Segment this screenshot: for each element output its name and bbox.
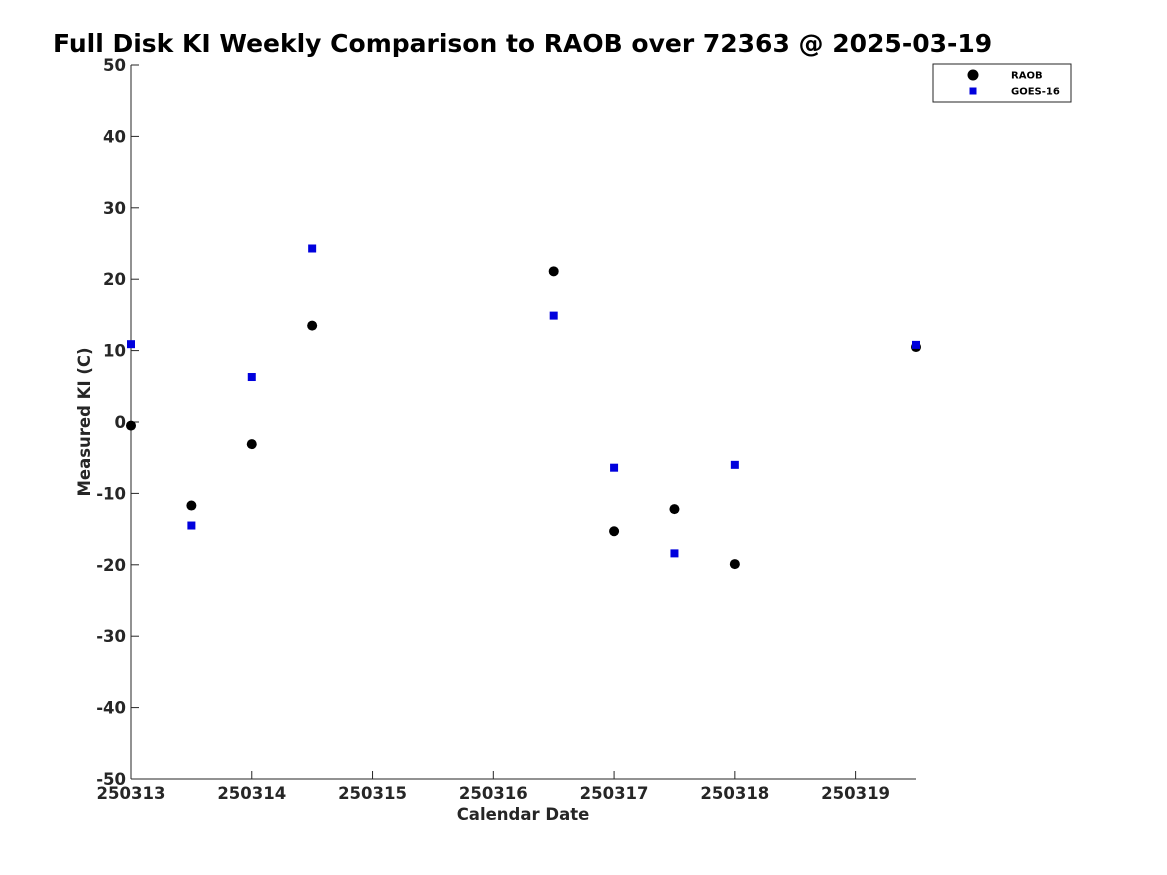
- raob-point: [126, 420, 136, 431]
- y-tick-label: 10: [103, 342, 126, 361]
- y-tick-label: -50: [96, 770, 126, 789]
- raob-point: [729, 559, 740, 570]
- raob-point: [669, 504, 680, 515]
- y-tick-label: 40: [103, 127, 126, 146]
- goes16-point: [912, 340, 920, 349]
- goes16-point: [670, 549, 679, 558]
- x-tick-label: 250316: [459, 784, 528, 803]
- data-points: [126, 244, 921, 570]
- x-tick-label: 250317: [580, 784, 649, 803]
- x-tick-label: 250314: [217, 784, 286, 803]
- y-tick-label: 20: [103, 270, 126, 289]
- legend-label: RAOB: [1011, 71, 1043, 82]
- legend-goes16-marker: [969, 87, 977, 95]
- goes16-point: [308, 244, 317, 253]
- chart-title: Full Disk KI Weekly Comparison to RAOB o…: [53, 29, 992, 58]
- raob-point: [307, 320, 318, 331]
- x-tick-label: 250313: [97, 784, 166, 803]
- x-axis-label: Calendar Date: [457, 805, 590, 824]
- legend: RAOB GOES-16: [932, 63, 1072, 103]
- x-tick-label: 250319: [821, 784, 890, 803]
- legend-label: GOES-16: [1011, 87, 1060, 98]
- raob-point: [246, 439, 257, 450]
- goes16-point: [247, 373, 256, 382]
- y-tick-label: -20: [96, 556, 126, 575]
- y-tick-label: 0: [115, 413, 126, 432]
- y-axis-label: Measured KI (C): [75, 347, 94, 496]
- y-tick-label: 50: [103, 56, 126, 75]
- x-tick-label: 250318: [700, 784, 769, 803]
- goes16-point: [549, 311, 558, 320]
- raob-point: [548, 266, 559, 277]
- legend-raob-marker: [967, 69, 979, 81]
- y-tick-label: 30: [103, 199, 126, 218]
- goes16-point: [187, 521, 196, 530]
- legend-box: [932, 63, 1072, 103]
- y-tick-label: -10: [96, 484, 126, 503]
- y-tick-label: -30: [96, 627, 126, 646]
- raob-point: [609, 526, 620, 537]
- raob-point: [186, 500, 197, 511]
- y-tick-label: -40: [96, 699, 126, 718]
- goes16-point: [610, 463, 619, 472]
- goes16-point: [730, 460, 739, 469]
- x-tick-label: 250315: [338, 784, 407, 803]
- goes16-point: [127, 340, 135, 349]
